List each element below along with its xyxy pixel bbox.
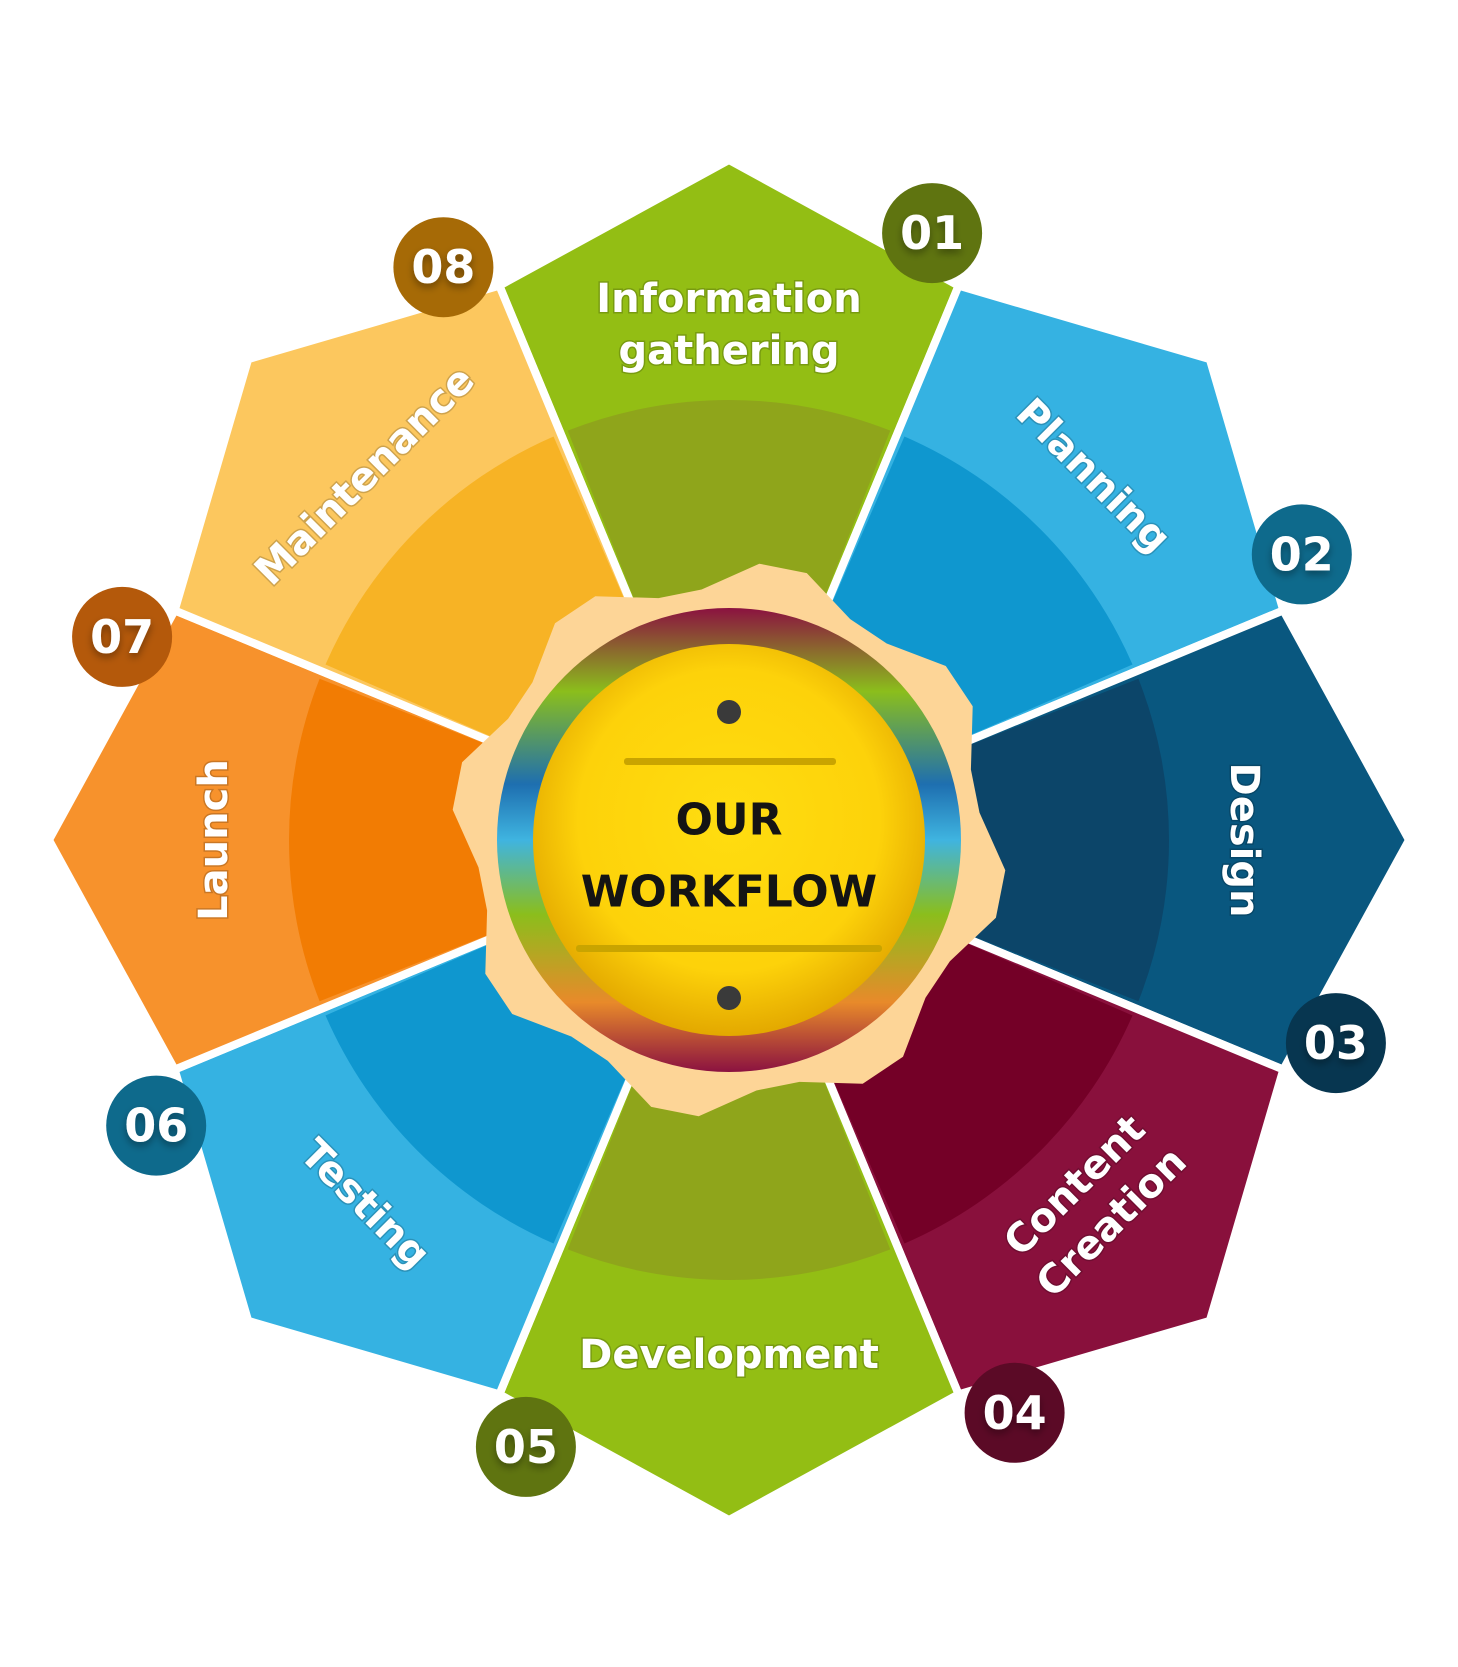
step-label-line: Development (579, 1332, 879, 1378)
step-label-line: Launch (191, 759, 237, 921)
step-inner-segment-07 (288, 678, 506, 1002)
step-badge-circle (475, 1396, 576, 1497)
step-badge-circle (393, 217, 494, 318)
step-badge-02: 02 (1251, 504, 1352, 605)
step-number: 02 (1270, 527, 1334, 581)
step-number: 06 (124, 1099, 188, 1153)
step-inner-segment-05 (567, 1063, 891, 1281)
step-badge-06: 06 (106, 1075, 207, 1176)
step-badge-03: 03 (1285, 993, 1386, 1094)
step-badge-circle (964, 1362, 1065, 1463)
center-title-line1: OUR (675, 795, 782, 846)
step-inner-segment-01 (567, 399, 891, 617)
step-number: 08 (411, 240, 475, 294)
step-badge-08: 08 (393, 217, 494, 318)
step-number: 04 (983, 1386, 1047, 1440)
step-badge-circle (72, 586, 173, 687)
step-number: 03 (1304, 1016, 1368, 1070)
center-title-line2: WORKFLOW (581, 867, 877, 918)
step-label-01: Information gathering (595, 275, 863, 376)
step-badge-circle (1285, 993, 1386, 1094)
step-badge-07: 07 (72, 586, 173, 687)
bottom-divider (576, 945, 882, 952)
step-label-line: Design (1221, 763, 1267, 918)
step-label-03: Design (1220, 761, 1269, 919)
step-number: 05 (494, 1420, 558, 1474)
step-badge-circle (106, 1075, 207, 1176)
step-label-line: gathering (619, 328, 840, 374)
step-number: 07 (90, 610, 154, 664)
step-label-05: Development (578, 1331, 881, 1380)
inner-ring-layer (288, 399, 1169, 1281)
top-divider (624, 758, 836, 765)
step-inner-segment-03 (952, 678, 1169, 1002)
step-badge-04: 04 (964, 1362, 1065, 1463)
step-badge-circle (1251, 504, 1352, 605)
step-label-line: Information (596, 276, 861, 322)
step-badge-01: 01 (882, 183, 983, 284)
step-badge-05: 05 (475, 1396, 576, 1497)
step-number: 01 (900, 206, 964, 260)
center-hub: OUR WORKFLOW (497, 608, 961, 1072)
badges-layer: 01 02 03 04 05 06 07 08 (72, 183, 1386, 1497)
center-disc (533, 644, 925, 1036)
top-dot-icon (717, 700, 741, 724)
step-badge-circle (882, 183, 983, 284)
step-label-07: Launch (190, 758, 239, 923)
bottom-dot-icon (717, 986, 741, 1010)
